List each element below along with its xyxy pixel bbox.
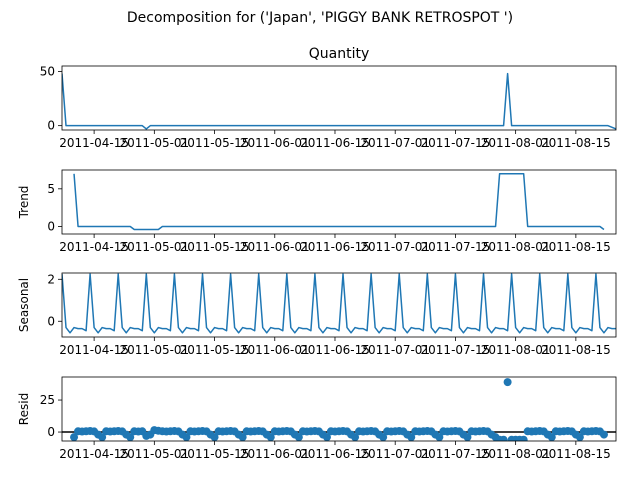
- x-tick-label: 2011-06-15: [300, 240, 370, 254]
- x-tick-label: 2011-04-15: [59, 240, 129, 254]
- x-tick-label: 2011-05-01: [119, 240, 189, 254]
- resid-point: [238, 433, 247, 441]
- plot-area: [62, 273, 616, 334]
- x-tick-label: 2011-05-15: [180, 136, 250, 150]
- panel-3: Seasonal 0 2 2011-04-152011-05-012011-05-15…: [17, 272, 617, 357]
- resid-point: [519, 435, 528, 441]
- x-tick-label: 2011-06-01: [240, 136, 310, 150]
- resid-point: [98, 433, 107, 441]
- x-tick-label: 2011-07-01: [360, 343, 430, 357]
- x-tick-label: 2011-08-01: [481, 136, 551, 150]
- x-tick-label: 2011-06-15: [300, 447, 370, 461]
- y-axis-label: Resid: [17, 393, 31, 425]
- x-tick-label: 2011-08-01: [481, 447, 551, 461]
- resid-point: [575, 433, 584, 441]
- resid-point: [182, 433, 191, 441]
- resid-point: [503, 378, 512, 387]
- plot-area: [62, 378, 616, 441]
- x-tick-label: 2011-05-01: [119, 136, 189, 150]
- resid-point: [126, 433, 135, 441]
- x-tick-label: 2011-06-15: [300, 136, 370, 150]
- resid-point: [499, 435, 508, 441]
- x-tick-label: 2011-05-15: [180, 343, 250, 357]
- resid-point: [210, 433, 219, 441]
- y-tick-label: 0: [47, 219, 55, 233]
- x-tick-label: 2011-08-15: [541, 447, 611, 461]
- axes-frame: [61, 272, 617, 338]
- x-tick-label: 2011-05-15: [180, 240, 250, 254]
- y-tick-label: 0: [47, 314, 55, 328]
- x-tick-label: 2011-07-15: [421, 136, 491, 150]
- panel-2: Trend052011-04-152011-05-012011-05-15201…: [17, 169, 617, 254]
- resid-point: [266, 433, 275, 441]
- axes-frame: [61, 169, 617, 235]
- x-tick-label: 2011-08-01: [481, 343, 551, 357]
- y-axis-label: Trend: [17, 186, 31, 220]
- resid-point: [599, 430, 608, 439]
- resid-point: [547, 433, 556, 441]
- resid-point: [407, 433, 416, 441]
- resid-point: [463, 433, 472, 441]
- resid-point: [435, 433, 444, 441]
- plot-area: [73, 173, 605, 231]
- x-tick-label: 2011-07-01: [360, 447, 430, 461]
- x-tick-label: 2011-04-15: [59, 343, 129, 357]
- panel-title: Quantity: [309, 46, 370, 62]
- x-tick-label: 2011-04-15: [59, 136, 129, 150]
- x-tick-label: 2011-06-01: [240, 343, 310, 357]
- x-tick-label: 2011-08-15: [541, 240, 611, 254]
- x-tick-label: 2011-07-01: [360, 240, 430, 254]
- series-line: [73, 173, 605, 231]
- resid-point: [294, 433, 303, 441]
- y-tick-label: 25: [40, 393, 55, 407]
- axes-frame: [61, 376, 617, 442]
- series-line: [62, 273, 616, 334]
- resid-point: [70, 433, 79, 441]
- x-tick-label: 2011-07-15: [421, 240, 491, 254]
- axes-frame: [61, 65, 617, 131]
- resid-point: [322, 433, 331, 441]
- x-tick-label: 2011-06-15: [300, 343, 370, 357]
- resid-point: [351, 433, 360, 441]
- panel-4: Resid0252011-04-152011-05-012011-05-1520…: [17, 376, 617, 461]
- x-tick-label: 2011-05-01: [119, 447, 189, 461]
- x-tick-label: 2011-05-01: [119, 343, 189, 357]
- y-tick-label: 5: [47, 182, 55, 196]
- panels: Quantity0502011-04-152011-05-012011-05-1…: [17, 46, 617, 461]
- series-line: [62, 72, 616, 130]
- resid-point: [379, 433, 388, 441]
- x-tick-label: 2011-08-15: [541, 343, 611, 357]
- x-tick-label: 2011-07-15: [421, 447, 491, 461]
- y-tick-label: 0: [47, 119, 55, 133]
- x-tick-label: 2011-04-15: [59, 447, 129, 461]
- x-tick-label: 2011-06-01: [240, 240, 310, 254]
- x-tick-label: 2011-06-01: [240, 447, 310, 461]
- x-tick-label: 2011-05-15: [180, 447, 250, 461]
- y-tick-label: 2: [47, 272, 55, 286]
- plot-area: [62, 72, 616, 130]
- x-tick-label: 2011-08-15: [541, 136, 611, 150]
- y-tick-label: 0: [47, 425, 55, 439]
- x-tick-label: 2011-08-01: [481, 240, 551, 254]
- figure-suptitle: Decomposition for ('Japan', 'PIGGY BANK …: [127, 10, 513, 26]
- x-tick-label: 2011-07-15: [421, 343, 491, 357]
- y-tick-label: 50: [40, 64, 55, 78]
- panel-1: Quantity 0 50 2011-04-152011-05-012011-05-1…: [40, 46, 617, 150]
- x-tick-label: 2011-07-01: [360, 136, 430, 150]
- y-axis-label: Seasonal: [17, 278, 31, 332]
